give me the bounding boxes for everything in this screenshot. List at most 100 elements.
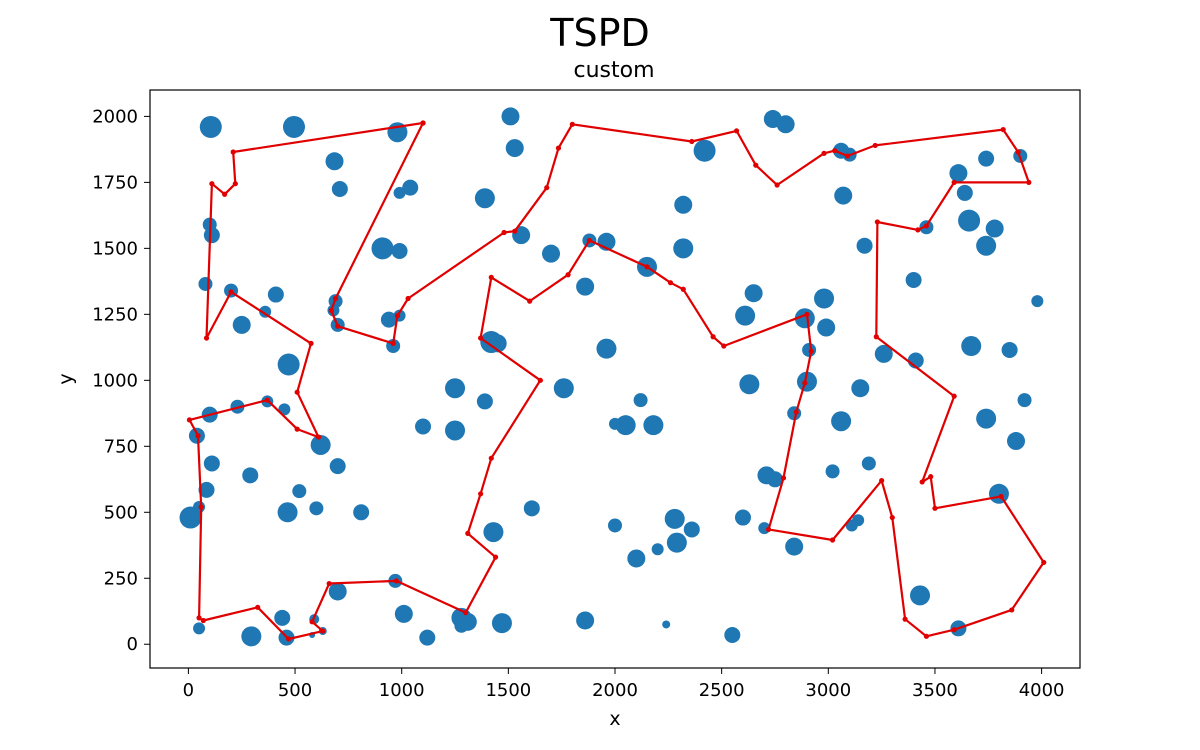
scatter-point-38 bbox=[576, 277, 595, 296]
scatter-point-17 bbox=[834, 186, 853, 205]
x-tick-label-8: 4000 bbox=[1019, 680, 1065, 701]
route-node-6 bbox=[228, 289, 234, 295]
y-tick-label-8: 2000 bbox=[92, 106, 138, 127]
route-node-51 bbox=[1009, 607, 1015, 613]
route-node-5 bbox=[203, 335, 210, 341]
route-node-27 bbox=[488, 455, 494, 461]
route-node-47 bbox=[889, 514, 895, 521]
scatter-point-34 bbox=[371, 237, 394, 260]
scatter-point-110 bbox=[734, 509, 751, 526]
scatter-point-42 bbox=[817, 318, 836, 337]
route-node-4 bbox=[209, 181, 215, 187]
scatter-point-107 bbox=[666, 532, 687, 553]
scatter-point-46 bbox=[961, 336, 982, 357]
route-node-48 bbox=[902, 616, 908, 622]
route-node-69 bbox=[821, 150, 827, 156]
route-node-67 bbox=[844, 153, 851, 159]
scatter-point-125 bbox=[724, 627, 741, 644]
scatter-point-32 bbox=[905, 272, 922, 289]
route-node-42 bbox=[793, 409, 799, 415]
scatter-point-122 bbox=[419, 629, 436, 646]
scatter-point-63 bbox=[445, 378, 466, 399]
route-node-60 bbox=[915, 227, 921, 233]
scatter-point-100 bbox=[861, 456, 876, 471]
scatter-point-66 bbox=[739, 374, 760, 395]
route-node-44 bbox=[765, 526, 772, 533]
scatter-point-21 bbox=[393, 186, 406, 199]
x-tick-label-1: 500 bbox=[278, 680, 312, 701]
x-tick-label-2: 1000 bbox=[379, 680, 425, 701]
scatter-point-75 bbox=[633, 393, 648, 408]
route-node-2 bbox=[232, 181, 238, 187]
route-node-49 bbox=[923, 633, 930, 639]
route-node-41 bbox=[802, 380, 808, 386]
route-node-72 bbox=[733, 128, 740, 134]
x-tick-label-6: 3000 bbox=[805, 680, 851, 701]
route-node-56 bbox=[919, 479, 925, 485]
route-node-24 bbox=[492, 554, 499, 560]
route-node-33 bbox=[586, 237, 593, 244]
points-layer bbox=[179, 107, 1044, 647]
scatter-point-0 bbox=[199, 115, 222, 138]
route-node-25 bbox=[465, 530, 471, 536]
y-tick-label-2: 500 bbox=[104, 502, 138, 523]
route-node-15 bbox=[196, 615, 202, 621]
route-node-63 bbox=[1026, 179, 1032, 185]
scatter-point-99 bbox=[825, 464, 840, 479]
scatter-point-28 bbox=[673, 238, 694, 259]
route-node-7 bbox=[308, 340, 314, 346]
route-node-26 bbox=[478, 491, 484, 497]
scatter-point-89 bbox=[242, 467, 259, 484]
scatter-point-90 bbox=[198, 481, 215, 498]
scatter-point-130 bbox=[274, 609, 291, 626]
route-node-11 bbox=[264, 397, 270, 403]
ticks-layer: 0 500 1000 1500 2000 2500 3000 3500 4000 0 250 500 7… bbox=[92, 106, 1064, 701]
route-node-28 bbox=[537, 377, 543, 383]
scatter-point-65 bbox=[553, 378, 574, 399]
scatter-point-82 bbox=[329, 458, 346, 475]
scatter-point-1 bbox=[282, 115, 305, 138]
scatter-point-93 bbox=[277, 502, 298, 523]
scatter-point-102 bbox=[523, 500, 540, 517]
route-layer bbox=[186, 120, 1047, 642]
scatter-point-43 bbox=[794, 308, 815, 329]
y-axis-label: y bbox=[55, 373, 77, 384]
route-node-68 bbox=[832, 148, 838, 154]
route-node-3 bbox=[222, 191, 228, 197]
route-node-76 bbox=[544, 185, 550, 191]
scatter-point-114 bbox=[845, 519, 858, 532]
scatter-point-77 bbox=[976, 408, 997, 429]
scatter-point-112 bbox=[785, 537, 804, 556]
scatter-point-123 bbox=[576, 611, 595, 630]
scatter-point-5 bbox=[693, 139, 716, 162]
route-node-17 bbox=[255, 604, 261, 610]
route-node-43 bbox=[780, 475, 787, 481]
scatter-point-72 bbox=[615, 415, 636, 436]
scatter-point-124 bbox=[662, 620, 671, 629]
scatter-point-56 bbox=[232, 315, 251, 334]
y-tick-label-6: 1500 bbox=[92, 238, 138, 259]
y-tick-label-3: 750 bbox=[104, 436, 138, 457]
scatter-point-19 bbox=[331, 180, 348, 197]
chart-title: TSPD bbox=[549, 11, 650, 55]
route-node-22 bbox=[393, 578, 399, 584]
scatter-point-98 bbox=[766, 471, 783, 488]
scatter-point-70 bbox=[445, 420, 466, 441]
scatter-point-10 bbox=[949, 164, 968, 183]
scatter-point-7 bbox=[776, 115, 795, 134]
y-tick-label-5: 1250 bbox=[92, 304, 138, 325]
scatter-point-108 bbox=[627, 549, 646, 568]
route-node-59 bbox=[874, 219, 880, 225]
scatter-point-11 bbox=[978, 150, 995, 167]
y-tick-label-0: 0 bbox=[127, 634, 138, 655]
route-node-13 bbox=[195, 433, 201, 439]
route-node-66 bbox=[872, 142, 878, 149]
route-node-77 bbox=[512, 228, 518, 234]
scatter-point-68 bbox=[851, 379, 870, 398]
scatter-point-96 bbox=[353, 504, 370, 521]
route-node-50 bbox=[951, 627, 957, 633]
route-node-61 bbox=[923, 223, 930, 229]
scatter-point-106 bbox=[683, 521, 700, 538]
x-tick-label-5: 2500 bbox=[699, 680, 745, 701]
